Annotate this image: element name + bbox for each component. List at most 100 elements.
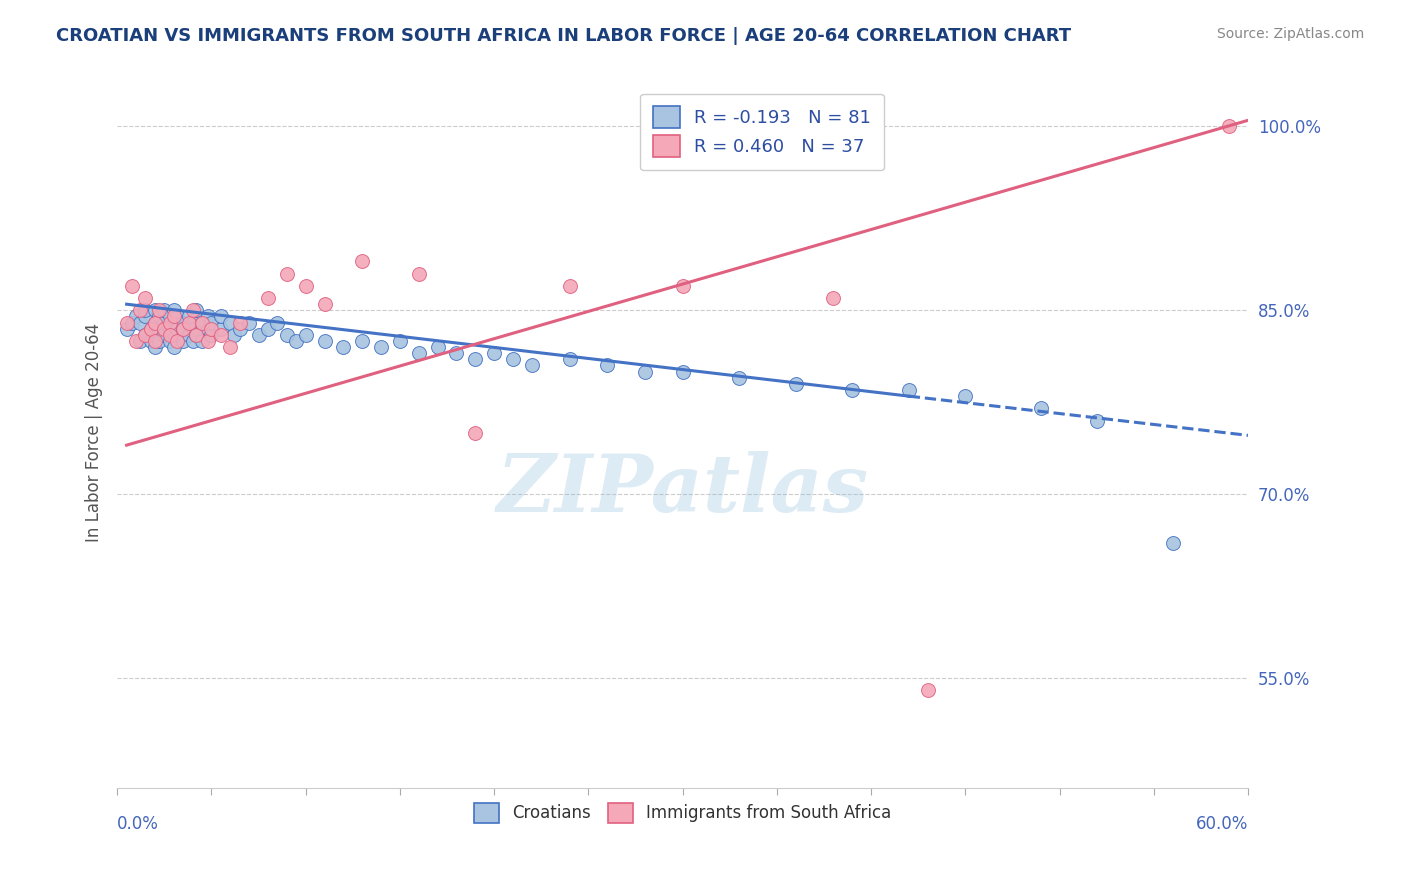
Point	[186, 303, 208, 318]
Point	[163, 327, 186, 342]
Point	[163, 340, 186, 354]
Point	[121, 316, 143, 330]
Point	[502, 352, 524, 367]
Point	[1085, 414, 1108, 428]
Point	[197, 322, 219, 336]
Point	[294, 327, 316, 342]
Point	[558, 352, 581, 367]
Point	[134, 327, 156, 342]
Point	[181, 316, 204, 330]
Point	[370, 340, 392, 354]
Point	[332, 340, 354, 354]
Point	[222, 327, 245, 342]
Point	[159, 334, 181, 348]
Point	[209, 327, 232, 342]
Point	[352, 334, 374, 348]
Point	[897, 383, 920, 397]
Point	[191, 316, 214, 330]
Point	[314, 297, 336, 311]
Point	[314, 334, 336, 348]
Point	[148, 334, 170, 348]
Point	[408, 267, 430, 281]
Point	[917, 683, 939, 698]
Point	[388, 334, 411, 348]
Point	[238, 316, 260, 330]
Point	[166, 310, 188, 324]
Point	[181, 334, 204, 348]
Point	[209, 322, 232, 336]
Text: CROATIAN VS IMMIGRANTS FROM SOUTH AFRICA IN LABOR FORCE | AGE 20-64 CORRELATION : CROATIAN VS IMMIGRANTS FROM SOUTH AFRICA…	[56, 27, 1071, 45]
Point	[143, 340, 166, 354]
Text: 0.0%: 0.0%	[117, 815, 159, 833]
Point	[177, 327, 200, 342]
Point	[464, 352, 486, 367]
Point	[153, 322, 176, 336]
Text: ZIPatlas: ZIPatlas	[496, 451, 869, 529]
Point	[148, 303, 170, 318]
Point	[163, 316, 186, 330]
Point	[276, 267, 298, 281]
Point	[520, 359, 543, 373]
Point	[159, 327, 181, 342]
Point	[671, 365, 693, 379]
Point	[219, 340, 242, 354]
Point	[159, 322, 181, 336]
Point	[823, 291, 845, 305]
Point	[121, 278, 143, 293]
Point	[139, 322, 162, 336]
Point	[558, 278, 581, 293]
Point	[159, 310, 181, 324]
Point	[125, 310, 148, 324]
Point	[181, 322, 204, 336]
Point	[177, 316, 200, 330]
Point	[209, 310, 232, 324]
Point	[186, 327, 208, 342]
Point	[426, 340, 449, 354]
Point	[228, 322, 250, 336]
Point	[200, 327, 222, 342]
Point	[181, 303, 204, 318]
Point	[139, 322, 162, 336]
Point	[153, 303, 176, 318]
Point	[172, 322, 194, 336]
Point	[671, 278, 693, 293]
Point	[186, 327, 208, 342]
Point	[143, 303, 166, 318]
Point	[197, 310, 219, 324]
Point	[228, 316, 250, 330]
Point	[172, 316, 194, 330]
Point	[1029, 401, 1052, 416]
Point	[464, 425, 486, 440]
Point	[153, 327, 176, 342]
Point	[408, 346, 430, 360]
Point	[115, 322, 138, 336]
Point	[266, 316, 288, 330]
Text: 60.0%: 60.0%	[1195, 815, 1249, 833]
Point	[257, 291, 280, 305]
Legend: Croatians, Immigrants from South Africa: Croatians, Immigrants from South Africa	[467, 797, 898, 830]
Point	[134, 327, 156, 342]
Point	[134, 303, 156, 318]
Point	[247, 327, 270, 342]
Point	[482, 346, 505, 360]
Text: Source: ZipAtlas.com: Source: ZipAtlas.com	[1216, 27, 1364, 41]
Point	[1161, 536, 1184, 550]
Point	[197, 334, 219, 348]
Point	[172, 322, 194, 336]
Point	[191, 334, 214, 348]
Point	[148, 310, 170, 324]
Point	[148, 322, 170, 336]
Point	[785, 376, 807, 391]
Point	[134, 291, 156, 305]
Point	[276, 327, 298, 342]
Point	[143, 316, 166, 330]
Point	[596, 359, 619, 373]
Point	[191, 316, 214, 330]
Point	[172, 334, 194, 348]
Point	[159, 316, 181, 330]
Point	[219, 316, 242, 330]
Point	[143, 316, 166, 330]
Point	[143, 334, 166, 348]
Y-axis label: In Labor Force | Age 20-64: In Labor Force | Age 20-64	[86, 323, 103, 542]
Point	[163, 310, 186, 324]
